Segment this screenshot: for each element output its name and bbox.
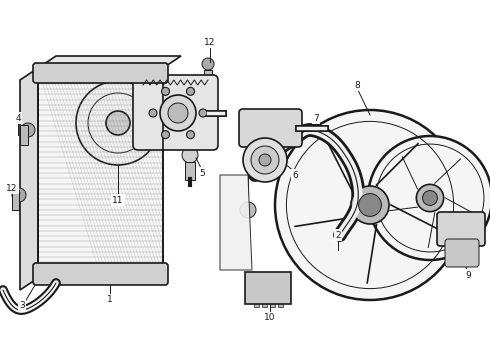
Circle shape xyxy=(275,110,465,300)
Bar xyxy=(185,162,195,180)
Circle shape xyxy=(251,146,279,174)
Text: 2: 2 xyxy=(335,230,341,239)
Circle shape xyxy=(187,131,195,139)
Circle shape xyxy=(21,123,35,137)
Text: 1: 1 xyxy=(107,296,113,305)
FancyBboxPatch shape xyxy=(33,63,168,83)
Bar xyxy=(38,68,163,278)
Text: 7: 7 xyxy=(313,113,319,122)
Circle shape xyxy=(359,194,381,216)
Circle shape xyxy=(149,109,157,117)
Circle shape xyxy=(187,87,195,95)
Circle shape xyxy=(243,138,287,182)
Circle shape xyxy=(182,147,198,163)
Bar xyxy=(270,301,275,307)
Bar xyxy=(20,125,28,145)
Circle shape xyxy=(199,109,207,117)
Text: 5: 5 xyxy=(199,168,205,177)
Text: 6: 6 xyxy=(292,171,298,180)
Text: 10: 10 xyxy=(264,314,276,323)
Polygon shape xyxy=(20,68,38,290)
FancyBboxPatch shape xyxy=(239,109,302,147)
Circle shape xyxy=(202,58,214,70)
FancyBboxPatch shape xyxy=(133,75,218,150)
Circle shape xyxy=(162,131,170,139)
Bar xyxy=(38,68,163,278)
Circle shape xyxy=(160,95,196,131)
Text: 3: 3 xyxy=(19,301,25,310)
Circle shape xyxy=(240,202,256,218)
Circle shape xyxy=(12,188,26,202)
Text: 12: 12 xyxy=(6,184,18,193)
FancyBboxPatch shape xyxy=(437,212,485,246)
FancyBboxPatch shape xyxy=(445,239,479,267)
Bar xyxy=(12,190,19,210)
Bar xyxy=(262,301,267,307)
Text: 11: 11 xyxy=(112,195,124,204)
Circle shape xyxy=(422,190,438,206)
Bar xyxy=(278,301,283,307)
Circle shape xyxy=(416,184,443,212)
Bar xyxy=(204,70,212,85)
FancyBboxPatch shape xyxy=(245,272,291,304)
FancyBboxPatch shape xyxy=(33,263,168,285)
Circle shape xyxy=(351,186,389,224)
Circle shape xyxy=(76,81,160,165)
Circle shape xyxy=(106,111,130,135)
Bar xyxy=(254,301,259,307)
Text: 9: 9 xyxy=(465,270,471,279)
Polygon shape xyxy=(220,175,252,270)
Text: 4: 4 xyxy=(15,113,21,122)
Circle shape xyxy=(162,87,170,95)
Text: 12: 12 xyxy=(204,37,216,46)
Circle shape xyxy=(168,103,188,123)
Circle shape xyxy=(368,136,490,260)
Polygon shape xyxy=(38,56,181,68)
Text: 8: 8 xyxy=(354,81,360,90)
Circle shape xyxy=(259,154,271,166)
